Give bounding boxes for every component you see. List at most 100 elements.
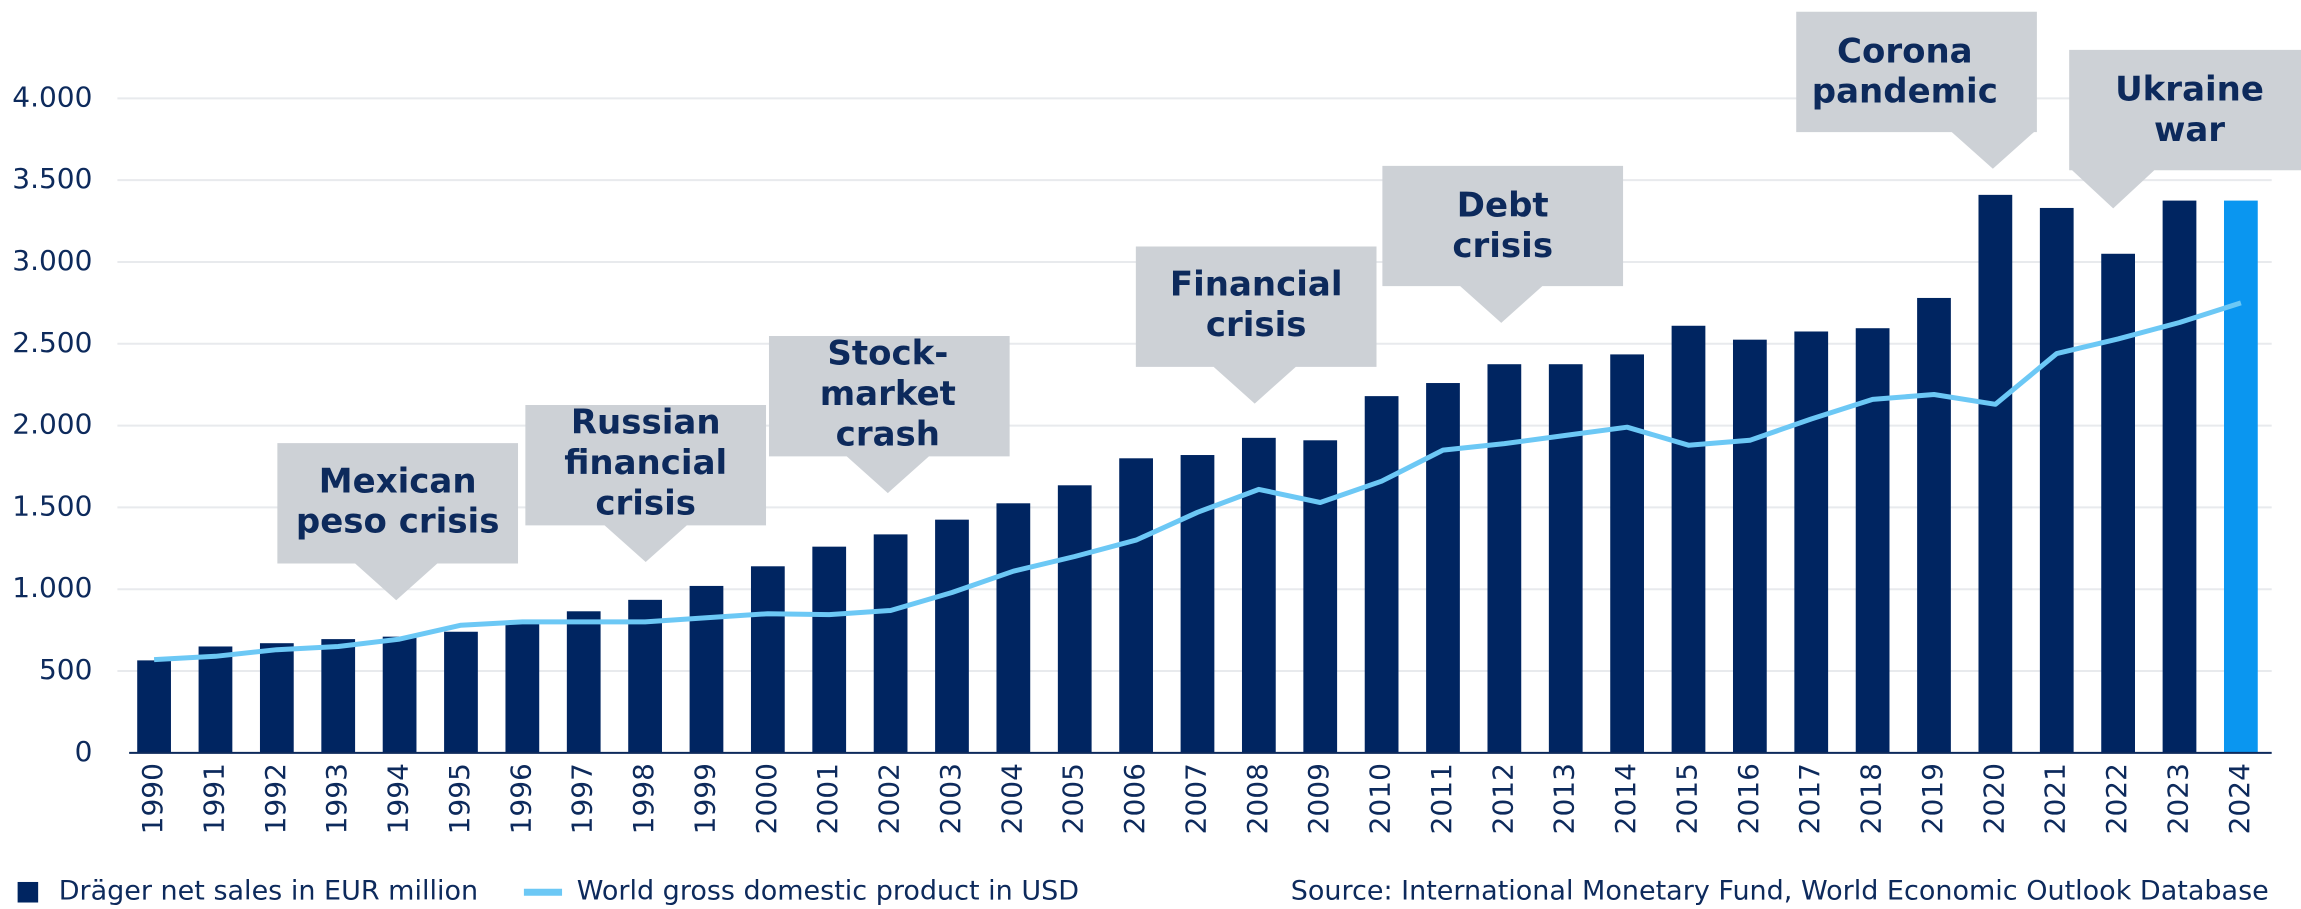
- x-tick-label: 2009: [1302, 763, 1335, 834]
- x-tick-label: 2005: [1057, 763, 1090, 834]
- x-tick-label: 2020: [1977, 763, 2010, 834]
- bar: [321, 639, 356, 753]
- x-tick-label: 2013: [1548, 763, 1581, 834]
- annotation-text: Corona: [1837, 31, 1973, 71]
- line: [153, 300, 2242, 663]
- x-tick-label: 2014: [1609, 763, 1642, 834]
- bar: [1548, 364, 1583, 753]
- y-tick-label: 0: [75, 735, 93, 768]
- x-tick-label: 1997: [566, 763, 599, 834]
- x-tick-label: 2017: [1793, 763, 1826, 834]
- bar: [566, 611, 601, 753]
- bar: [628, 599, 662, 753]
- annotation-text: crash: [836, 414, 940, 454]
- bar: [2039, 207, 2074, 753]
- y-tick-label: 3.500: [12, 162, 92, 195]
- annotation-text: financial: [564, 443, 727, 483]
- y-tick-label: 3.000: [12, 244, 92, 277]
- x-tick-label: 2012: [1486, 763, 1519, 834]
- bar: [1426, 383, 1460, 753]
- x-tick-label: 1993: [320, 763, 353, 834]
- y-tick-label: 1.500: [12, 489, 92, 522]
- y-tick-label: 4.000: [12, 80, 92, 113]
- x-tick-label: 2022: [2100, 763, 2133, 834]
- bar: [873, 534, 908, 753]
- bar: [137, 660, 171, 753]
- bar: [1364, 396, 1399, 753]
- callout-box: [277, 443, 519, 601]
- bar: [1671, 325, 1706, 753]
- callout-box: [768, 336, 1010, 494]
- bar: [1855, 328, 1890, 753]
- bar: [1303, 440, 1338, 753]
- x-tick-label: 2021: [2039, 763, 2072, 834]
- legend-swatch: [17, 881, 39, 903]
- y-tick-label: 2.500: [12, 326, 92, 359]
- bar: [198, 646, 233, 753]
- bar: [1732, 339, 1767, 753]
- source: Source: International Monetary Fund, Wor…: [1291, 876, 2269, 907]
- bar: [505, 621, 540, 753]
- bar: [444, 631, 478, 753]
- x-tick-label: 1999: [688, 763, 721, 834]
- x-tick-label: 2003: [934, 763, 967, 834]
- annotation-text: crisis: [595, 483, 696, 523]
- x-tick-label: 1992: [259, 763, 292, 834]
- bar: [382, 636, 417, 753]
- bar: [1180, 455, 1215, 753]
- bar: [2162, 200, 2197, 753]
- x-tick-label: 1991: [197, 763, 230, 834]
- x-tick-label: 2001: [811, 763, 844, 834]
- annotation-text: Stock-: [827, 334, 948, 374]
- y-tick-label: 500: [39, 653, 92, 686]
- x-tick-label: 2016: [1732, 763, 1765, 834]
- x-tick-label: 1996: [504, 763, 537, 834]
- x-tick-label: 2018: [1855, 763, 1888, 834]
- bar: [2101, 253, 2135, 753]
- callout-box: [1135, 246, 1377, 404]
- x-tick-label: 2015: [1670, 763, 1703, 834]
- annotation-text: crisis: [1452, 226, 1553, 266]
- annotation-text: Financial: [1170, 265, 1343, 305]
- bar: [1487, 364, 1522, 753]
- bar: [1119, 458, 1153, 753]
- x-tick-label: 2000: [750, 763, 783, 834]
- annotation-text: crisis: [1206, 305, 1307, 345]
- callout-box: [1382, 165, 1624, 323]
- annotation-text: pandemic: [1812, 72, 1998, 112]
- bar: [1978, 194, 2013, 753]
- bar: [1241, 437, 1276, 753]
- bar: [812, 546, 847, 753]
- x-tick-label: 2007: [1179, 763, 1212, 834]
- bar: [2223, 200, 2258, 753]
- x-tick-label: 2004: [995, 763, 1028, 834]
- annotation-text: Ukraine: [2115, 69, 2264, 109]
- x-tick-label: 2006: [1118, 763, 1151, 834]
- x-tick-label: 2011: [1425, 763, 1458, 834]
- x-tick-label: 2008: [1241, 763, 1274, 834]
- callout-box: [2069, 49, 2301, 209]
- callout-box: [525, 405, 767, 563]
- bar: [1057, 485, 1092, 753]
- x-tick-label: 2019: [1916, 763, 1949, 834]
- annotation-text: war: [2154, 110, 2225, 150]
- annotation-text: market: [820, 374, 956, 414]
- x-tick-label: 1994: [382, 763, 415, 834]
- bar: [935, 519, 969, 753]
- bar: [1610, 354, 1644, 753]
- bar: [750, 566, 785, 753]
- legend-label: World gross domestic product in USD: [577, 876, 1079, 907]
- legend-label: Dräger net sales in EUR million: [59, 876, 478, 907]
- annotation-text: Debt: [1457, 185, 1549, 225]
- annotation-text: Russian: [571, 403, 721, 443]
- y-tick-label: 2.000: [12, 408, 92, 441]
- bar: [996, 503, 1031, 753]
- annotation-text: Mexican: [319, 461, 477, 501]
- x-tick-label: 1990: [136, 763, 169, 834]
